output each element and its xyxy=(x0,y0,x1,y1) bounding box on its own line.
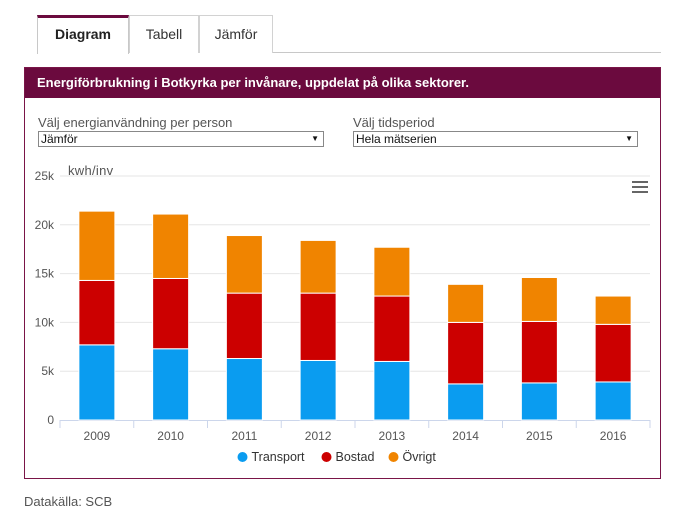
y-tick-label: 0 xyxy=(47,413,54,427)
bar-transport xyxy=(373,360,411,421)
bar-transport xyxy=(78,344,116,421)
y-tick-label: 10k xyxy=(35,315,55,329)
bar-övrigt xyxy=(594,295,632,325)
tab-diagram[interactable]: Diagram xyxy=(37,15,129,54)
x-tick-label: 2011 xyxy=(231,429,257,443)
bar-transport xyxy=(520,382,558,421)
chart-panel: Energiförbrukning i Botkyrka per invånar… xyxy=(24,67,661,479)
x-tick-label: 2014 xyxy=(452,429,479,443)
legend-label-övrigt[interactable]: Övrigt xyxy=(403,450,437,464)
bar-bostad xyxy=(594,323,632,383)
bar-övrigt xyxy=(373,246,411,297)
legend-label-transport[interactable]: Transport xyxy=(252,450,306,464)
x-tick-label: 2016 xyxy=(600,429,627,443)
period-select-value: Hela mätserien xyxy=(356,132,437,146)
tab-tabell[interactable]: Tabell xyxy=(129,15,199,53)
y-tick-label: 5k xyxy=(41,364,55,378)
bar-övrigt xyxy=(78,210,116,281)
legend-marker-övrigt xyxy=(388,452,399,462)
tab-bar: Diagram Tabell Jämför xyxy=(37,15,661,54)
y-tick-label: 20k xyxy=(35,218,55,232)
bar-chart: 0 5k 10k 15k 20k 25k 2009 2010 2011 2012 2013 2014 2… xyxy=(35,169,651,464)
y-axis-unit-label: kwh/inv xyxy=(68,163,114,178)
bar-bostad xyxy=(152,277,190,350)
bar-bostad xyxy=(299,292,337,361)
legend-marker-bostad xyxy=(321,452,332,462)
bar-bostad xyxy=(520,320,558,384)
period-select-label: Välj tidsperiod xyxy=(353,115,435,130)
bar-transport xyxy=(225,358,263,421)
chart-menu-icon[interactable] xyxy=(632,181,648,195)
y-tick-label: 15k xyxy=(35,267,55,281)
bar-transport xyxy=(447,383,485,421)
x-tick-label: 2012 xyxy=(305,429,332,443)
dropdown-arrow-icon: ▼ xyxy=(311,134,319,143)
legend-marker-transport xyxy=(237,452,248,462)
bar-övrigt xyxy=(225,235,263,294)
period-select[interactable]: Hela mätserien ▼ xyxy=(353,131,638,147)
tab-jamfor[interactable]: Jämför xyxy=(199,15,273,53)
x-tick-label: 2010 xyxy=(157,429,184,443)
bar-övrigt xyxy=(152,213,190,279)
energy-select-value: Jämför xyxy=(41,132,78,146)
data-source: Datakälla: SCB xyxy=(24,494,113,509)
x-tick-label: 2013 xyxy=(379,429,406,443)
bar-bostad xyxy=(447,321,485,385)
y-tick-label: 25k xyxy=(35,169,55,183)
bar-bostad xyxy=(373,295,411,362)
bar-övrigt xyxy=(447,283,485,323)
x-tick-label: 2009 xyxy=(84,429,111,443)
legend-label-bostad[interactable]: Bostad xyxy=(336,450,375,464)
x-tick-label: 2015 xyxy=(526,429,553,443)
dropdown-arrow-icon: ▼ xyxy=(625,134,633,143)
panel-title: Energiförbrukning i Botkyrka per invånar… xyxy=(25,68,660,98)
bar-transport xyxy=(299,359,337,421)
bar-bostad xyxy=(225,292,263,360)
bar-transport xyxy=(594,381,632,421)
bar-transport xyxy=(152,348,190,421)
energy-select[interactable]: Jämför ▼ xyxy=(38,131,324,147)
energy-select-label: Välj energianvändning per person xyxy=(38,115,233,130)
bar-övrigt xyxy=(520,277,558,322)
bar-övrigt xyxy=(299,239,337,294)
bar-bostad xyxy=(78,279,116,346)
